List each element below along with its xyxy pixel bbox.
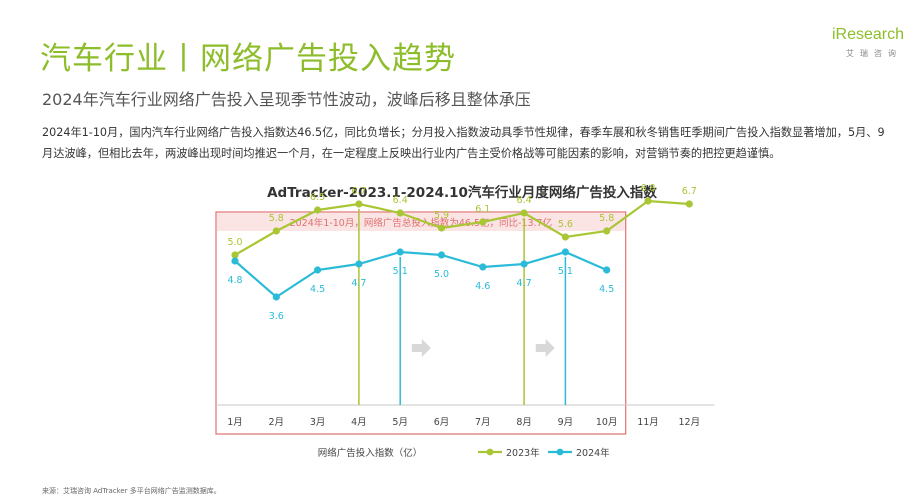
- data-label-2024: 5.0: [434, 269, 449, 280]
- legend-label: 2023年: [506, 447, 540, 459]
- data-point-2023: [520, 209, 528, 217]
- summary-paragraph: 2024年1-10月，国内汽车行业网络广告投入指数达46.5亿，同比负增长；分月…: [42, 126, 885, 160]
- legend-marker: [556, 448, 564, 456]
- data-label-2023: 6.1: [475, 204, 490, 215]
- data-label-2024: 4.7: [351, 278, 366, 289]
- data-point-2024: [561, 248, 570, 256]
- x-tick-label: 5月: [392, 417, 408, 428]
- data-label-2024: 4.5: [310, 284, 325, 295]
- data-point-2024: [314, 266, 322, 274]
- x-tick-label: 8月: [516, 417, 532, 428]
- data-point-2024: [520, 260, 528, 268]
- page-title: 汽车行业丨网络广告投入趋势: [40, 41, 456, 77]
- legend-marker: [486, 448, 494, 456]
- x-tick-label: 12月: [679, 417, 701, 428]
- shift-arrow-icon: [535, 339, 555, 357]
- data-label-2024: 4.6: [475, 281, 490, 292]
- data-label-2023: 5.6: [558, 219, 573, 230]
- data-label-2023: 5.9: [434, 210, 449, 221]
- annotation-text: 2024年1-10月，网络广告总投入指数为46.5亿，同比-13.7亿: [290, 217, 552, 229]
- data-point-2023: [272, 227, 280, 235]
- x-tick-label: 4月: [351, 417, 367, 428]
- data-label-2023: 6.4: [517, 195, 532, 206]
- logo-subtext: 艾瑞咨询: [846, 49, 902, 58]
- data-point-2023: [355, 200, 363, 208]
- x-tick-label: 9月: [558, 417, 574, 428]
- data-point-2023: [603, 227, 611, 235]
- data-label-2023: 6.8: [640, 183, 655, 194]
- data-label-2024: 5.1: [558, 266, 573, 277]
- logo-text: iResearch: [831, 26, 904, 43]
- x-tick-label: 7月: [475, 417, 491, 428]
- data-label-2023: 5.8: [269, 213, 284, 224]
- data-label-2024: 3.6: [269, 311, 284, 322]
- x-tick-label: 11月: [637, 417, 659, 428]
- data-point-2023: [231, 251, 239, 259]
- y-axis-label: 网络广告投入指数（亿）: [318, 447, 423, 459]
- x-tick-label: 3月: [310, 417, 326, 428]
- data-point-2024: [272, 293, 280, 301]
- highlight-box: [215, 211, 627, 435]
- series-line-2023: [234, 199, 690, 256]
- data-label-2023: 5.8: [599, 213, 614, 224]
- data-point-2024: [603, 266, 611, 274]
- shift-arrow-icon: [411, 339, 431, 357]
- source-note: 来源：艾瑞咨询 AdTracker 多平台网络广告监测数据库。: [42, 487, 221, 495]
- data-point-2024: [437, 251, 446, 259]
- data-label-2024: 4.5: [599, 284, 614, 295]
- page-subtitle: 2024年汽车行业网络广告投入呈现季节性波动，波峰后移且整体承压: [42, 90, 531, 109]
- iresearch-logo: iResearch 艾瑞咨询: [822, 24, 904, 64]
- data-point-2024: [396, 248, 404, 256]
- data-point-2024: [355, 260, 363, 268]
- data-point-2023: [685, 200, 693, 208]
- legend-label: 2024年: [576, 447, 610, 459]
- data-point-2023: [437, 224, 446, 232]
- data-point-2023: [644, 197, 652, 205]
- data-label-2024: 4.7: [517, 278, 532, 289]
- data-label-2023: 5.0: [227, 237, 242, 248]
- x-tick-label: 6月: [434, 417, 450, 428]
- data-point-2024: [479, 263, 487, 271]
- x-tick-label: 10月: [596, 417, 618, 428]
- data-point-2023: [314, 206, 322, 214]
- data-label-2023: 6.4: [393, 195, 408, 206]
- highlight-banner: [217, 213, 625, 231]
- data-label-2023: 6.7: [682, 186, 697, 197]
- chart-title: AdTracker-2023.1-2024.10汽车行业月度网络广告投入指数: [267, 185, 657, 201]
- data-label-2023: 6.5: [310, 192, 325, 203]
- data-label-2023: 6.7: [351, 186, 366, 197]
- x-tick-label: 2月: [269, 417, 285, 428]
- series-line-2024: [234, 250, 608, 299]
- x-tick-label: 1月: [227, 417, 243, 428]
- data-label-2024: 4.8: [227, 275, 242, 286]
- data-point-2023: [479, 218, 487, 226]
- data-point-2024: [231, 257, 239, 265]
- data-label-2024: 5.1: [393, 266, 408, 277]
- data-point-2023: [561, 233, 570, 241]
- data-point-2023: [396, 209, 404, 217]
